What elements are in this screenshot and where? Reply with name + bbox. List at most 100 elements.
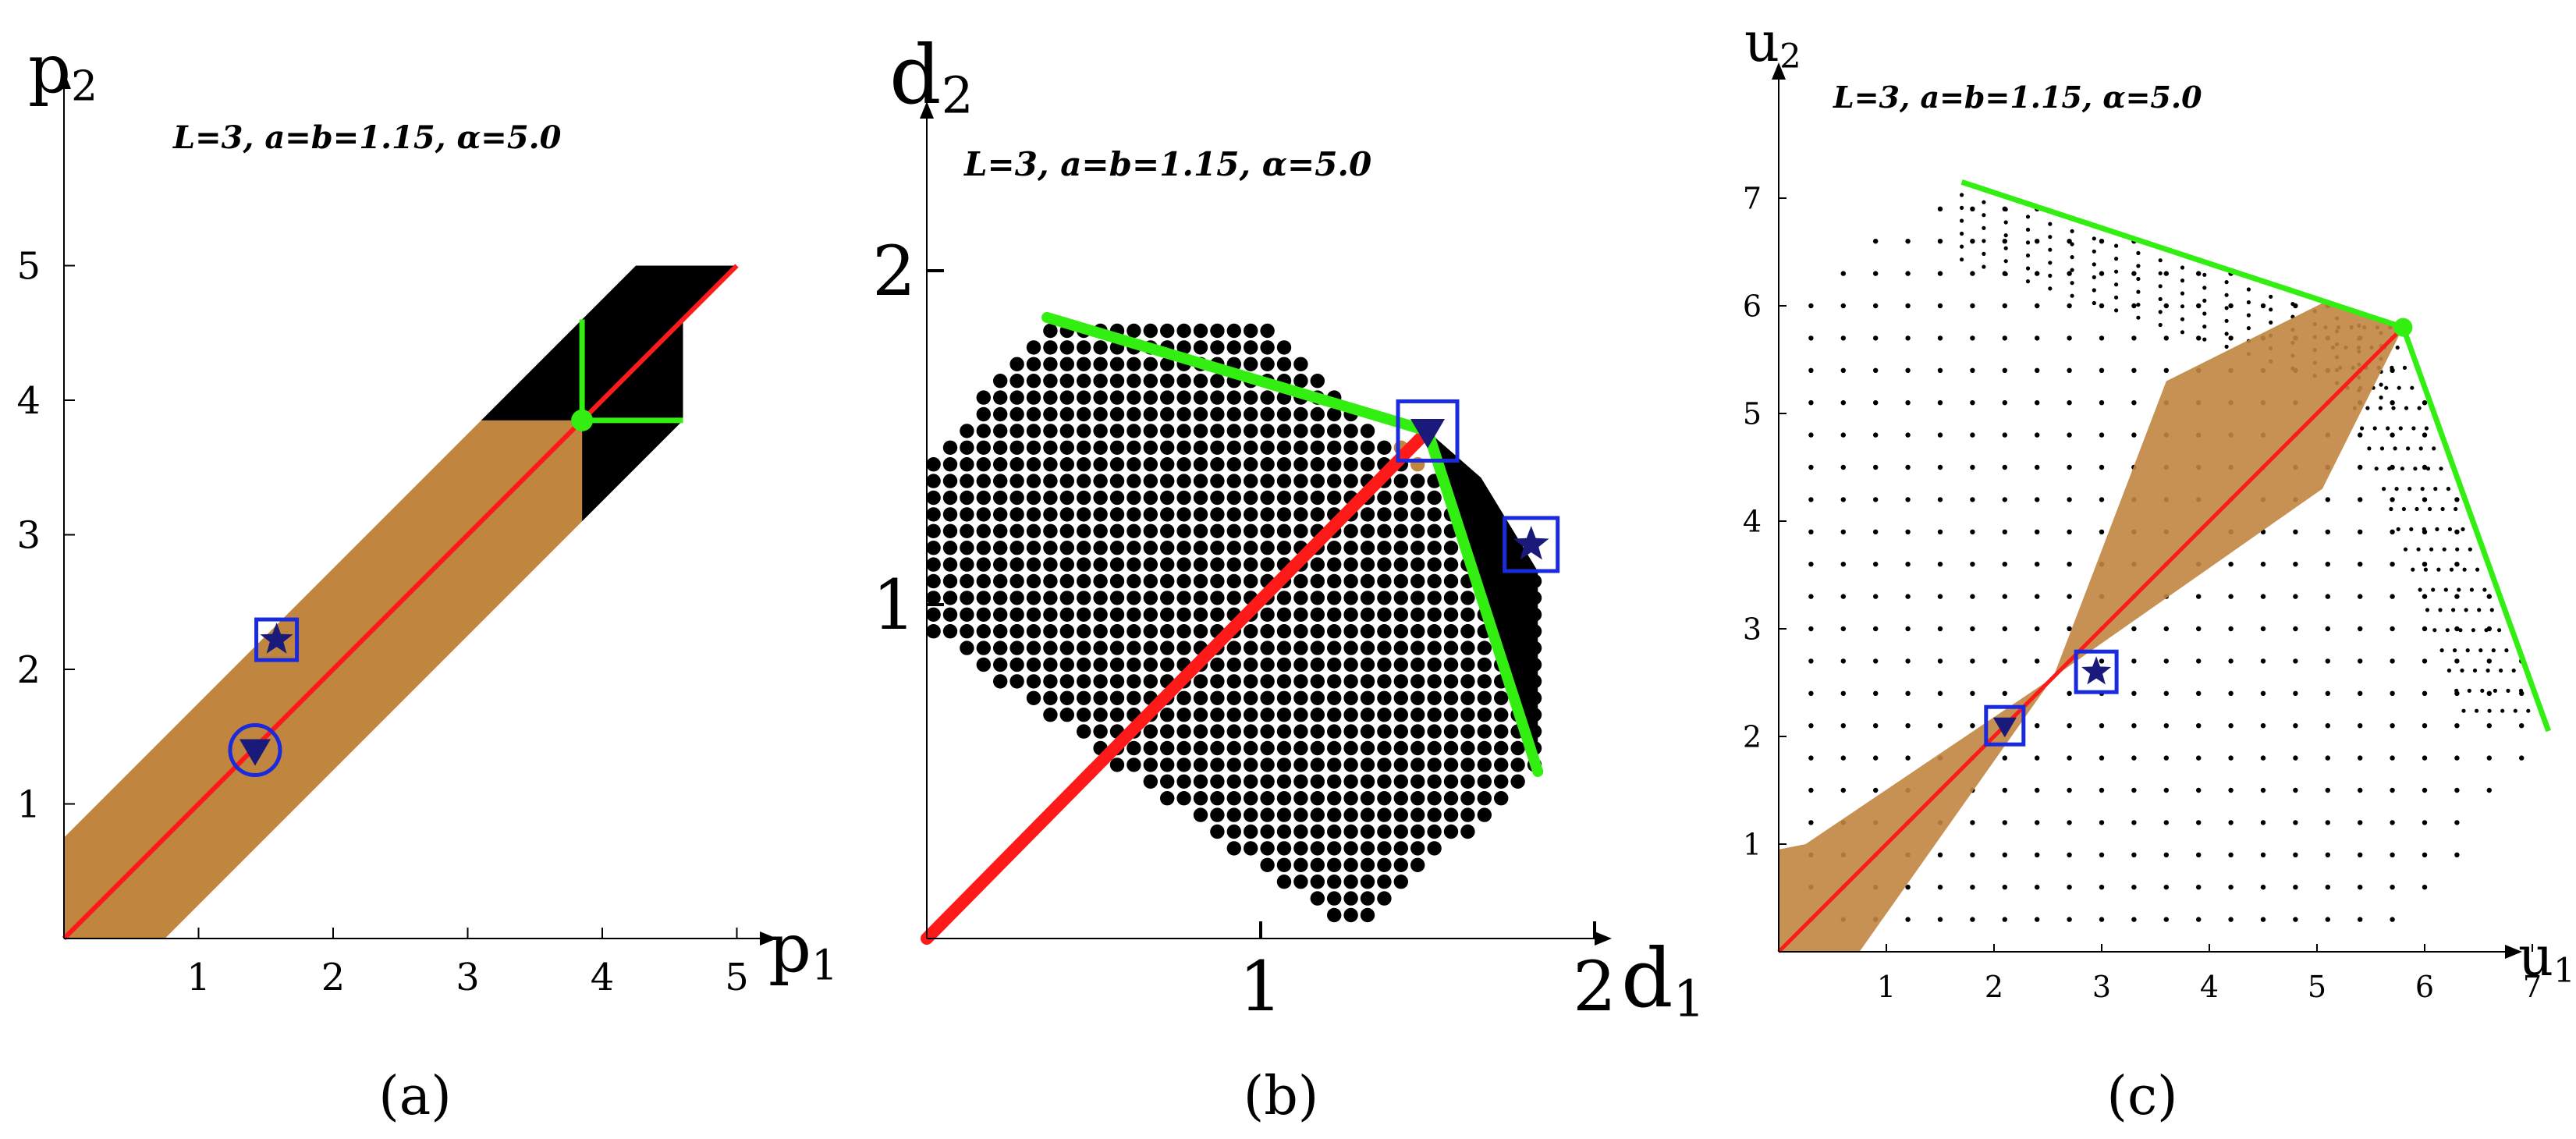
cloud-point (1193, 624, 1208, 639)
cloud-point (1343, 557, 1358, 572)
cloud-point (2422, 464, 2428, 470)
cloud-point (2067, 852, 2072, 858)
cloud-point (1327, 774, 1342, 789)
cloud-point (960, 573, 974, 589)
cloud-point (1427, 640, 1442, 655)
cloud-point (2228, 658, 2234, 664)
cloud-point (2497, 628, 2502, 633)
cloud-point (1393, 875, 1409, 889)
cloud-point (1143, 774, 1158, 789)
cloud-point (1093, 523, 1108, 538)
cloud-point (1009, 440, 1024, 455)
cloud-point (1905, 885, 1911, 890)
cloud-point (1410, 690, 1425, 705)
cloud-point (2202, 325, 2207, 329)
cloud-point (1210, 690, 1225, 705)
cloud-point (2131, 400, 2137, 406)
cloud-point (1873, 367, 1879, 373)
cloud-point (2390, 658, 2395, 664)
cloud-point (1427, 690, 1442, 705)
cloud-point (1244, 640, 1258, 655)
cloud-point (2136, 264, 2141, 268)
cloud-point (1360, 875, 1375, 889)
cloud-point (2472, 668, 2478, 673)
cloud-point (2131, 335, 2137, 341)
cloud-point (1276, 824, 1292, 839)
cloud-point (1160, 573, 1175, 589)
cloud-point (2358, 723, 2363, 729)
cloud-point (1360, 573, 1375, 589)
cloud-point (1260, 857, 1275, 873)
cloud-point (1093, 406, 1108, 422)
cloud-point (1905, 432, 1911, 438)
cloud-point (1310, 406, 1325, 422)
cloud-point (2418, 446, 2423, 451)
cloud-point (1244, 507, 1258, 522)
cloud-point (1840, 723, 1846, 729)
cloud-point (1808, 562, 1814, 567)
cloud-point (2003, 271, 2008, 276)
marker-square (1984, 704, 2026, 747)
cloud-point (2202, 298, 2207, 303)
cloud-point (1460, 824, 1475, 839)
cloud-point (1873, 594, 1879, 599)
cloud-point (942, 474, 958, 488)
cloud-point (2404, 406, 2409, 410)
cloud-point (1244, 824, 1258, 839)
cloud-point (2202, 311, 2207, 316)
cloud-point (1093, 640, 1108, 655)
cloud-point (2379, 396, 2383, 400)
cloud-point (1176, 640, 1191, 655)
cloud-point (2453, 648, 2457, 653)
cloud-point (2035, 885, 2040, 890)
cloud-point (2002, 303, 2007, 309)
cloud-point (2390, 562, 2395, 567)
cloud-point (1343, 657, 1358, 672)
cloud-point (2035, 917, 2040, 922)
cloud-point (1244, 807, 1258, 822)
cloud-point (1310, 490, 1325, 506)
cloud-point (1226, 507, 1242, 522)
cloud-point (1460, 607, 1475, 622)
cloud-point (1210, 807, 1225, 822)
cloud-point (960, 640, 974, 655)
cloud-point (2003, 259, 2008, 264)
cloud-point (1077, 424, 1091, 438)
cloud-point (942, 573, 958, 589)
cloud-point (1443, 690, 1459, 705)
cloud-point (1905, 529, 1911, 534)
cloud-point (1127, 607, 1141, 622)
cloud-point (2099, 497, 2105, 502)
cloud-point (1043, 541, 1058, 555)
cloud-point (1143, 323, 1158, 339)
cloud-point (2067, 690, 2072, 696)
cloud-point (1377, 857, 1392, 873)
cloud-point (1293, 523, 1308, 538)
cloud-point (2440, 506, 2445, 512)
cloud-point (1127, 490, 1141, 506)
cloud-point (1059, 708, 1075, 722)
cloud-point (2422, 690, 2428, 696)
cloud-point (2070, 293, 2074, 298)
parameter-annotation: L=3, a=b=1.15, α=5.0 (1833, 80, 2202, 115)
cloud-point (960, 474, 974, 488)
cloud-point (1276, 791, 1292, 806)
cloud-point (1393, 490, 1409, 506)
panel-label: (c) (2106, 1066, 2177, 1127)
cloud-point (1127, 406, 1141, 422)
cloud-point (1808, 464, 1814, 470)
cloud-point (1244, 573, 1258, 589)
cloud-point (2099, 658, 2105, 664)
cloud-point (1026, 490, 1041, 506)
cloud-point (2358, 658, 2363, 664)
cloud-point (1377, 807, 1392, 822)
cloud-point (1109, 708, 1125, 722)
cloud-point (1009, 607, 1024, 622)
cloud-point (1109, 357, 1125, 371)
cloud-point (1905, 464, 1911, 470)
cloud-point (1226, 557, 1242, 572)
cloud-point (1109, 657, 1125, 672)
cloud-point (2099, 820, 2105, 825)
cloud-point (2067, 464, 2072, 470)
